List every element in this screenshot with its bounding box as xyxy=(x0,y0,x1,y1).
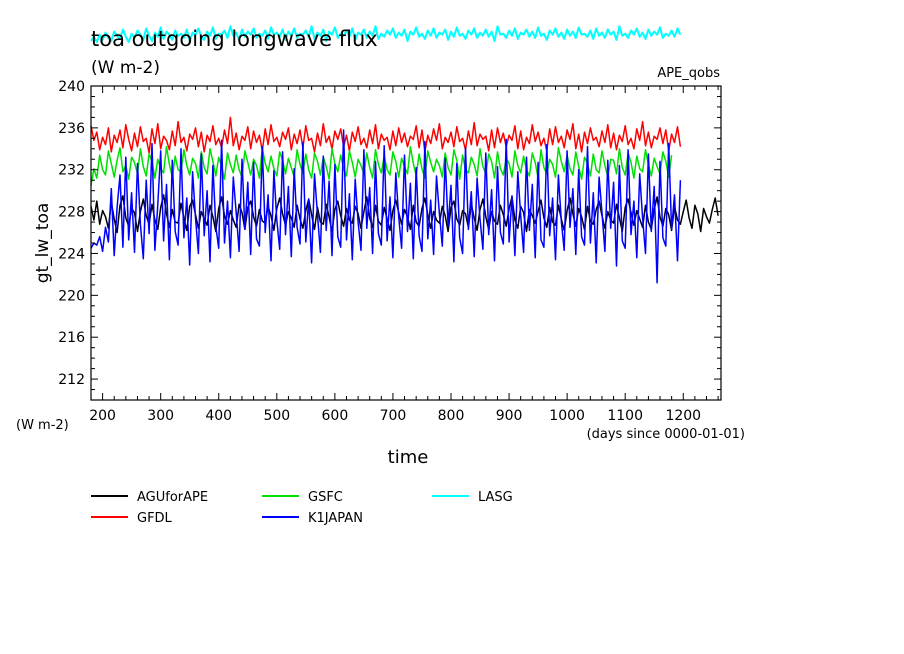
y-tick-label: 240 xyxy=(58,79,85,95)
y-tick-label: 212 xyxy=(58,372,85,388)
y-tick-label: 228 xyxy=(58,205,85,221)
x-tick-label: 800 xyxy=(438,408,465,424)
legend-label: GSFC xyxy=(308,490,343,505)
x-tick-label: 300 xyxy=(147,408,174,424)
x-tick-label: 700 xyxy=(380,408,407,424)
y-axis-units: (W m-2) xyxy=(16,418,69,433)
series-line-k1japan xyxy=(90,129,682,284)
series-line-gsfc xyxy=(90,145,673,186)
series-line-gfdl xyxy=(90,116,682,154)
series-line-lasg xyxy=(90,25,682,43)
x-axis-units: (days since 0000-01-01) xyxy=(587,427,745,442)
x-tick-label: 1100 xyxy=(607,408,643,424)
y-tick-label: 220 xyxy=(58,288,85,304)
x-tick-label: 900 xyxy=(496,408,523,424)
x-tick-label: 600 xyxy=(322,408,349,424)
y-tick-label: 236 xyxy=(58,121,85,137)
x-tick-label: 400 xyxy=(205,408,232,424)
legend-item-gfdl: GFDL xyxy=(91,511,173,526)
chart-title: toa outgoing longwave flux xyxy=(91,27,378,51)
series-lines xyxy=(90,25,719,284)
y-axis-label: gt_lw_toa xyxy=(33,203,53,284)
legend-label: LASG xyxy=(478,490,513,505)
legend: AGUforAPE GFDL GSFC K1JAPAN LASG xyxy=(91,490,513,526)
legend-label: AGUforAPE xyxy=(137,490,208,505)
x-tick-label: 200 xyxy=(89,408,116,424)
legend-label: GFDL xyxy=(137,511,173,526)
legend-item-aguforape: AGUforAPE xyxy=(91,490,208,505)
legend-item-k1japan: K1JAPAN xyxy=(262,511,363,526)
chart-units: (W m-2) xyxy=(91,58,160,78)
legend-item-gsfc: GSFC xyxy=(262,490,343,505)
x-tick-label: 1200 xyxy=(665,408,701,424)
x-tick-label: 1000 xyxy=(549,408,585,424)
x-tick-label: 500 xyxy=(263,408,290,424)
y-tick-label: 224 xyxy=(58,246,85,262)
legend-item-lasg: LASG xyxy=(432,490,513,505)
y-tick-label: 216 xyxy=(58,330,85,346)
axis-ticks: 200 300 400 500 600 700 800 900 1000 1100 1200 212 2… xyxy=(58,79,721,424)
legend-label: K1JAPAN xyxy=(308,511,363,526)
y-tick-label: 232 xyxy=(58,163,85,179)
x-axis-label: time xyxy=(388,447,429,468)
experiment-label: APE_qobs xyxy=(657,66,720,81)
